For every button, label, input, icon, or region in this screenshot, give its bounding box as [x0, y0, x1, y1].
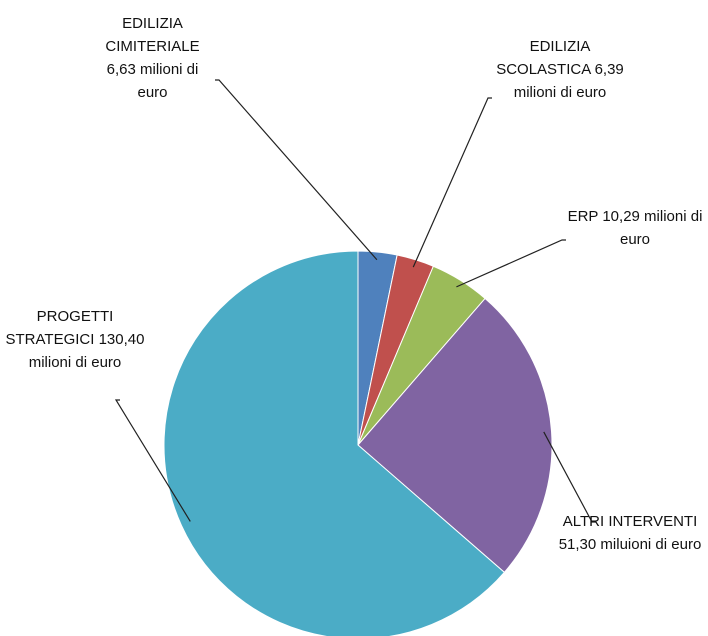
category-label: PROGETTI STRATEGICI: [5, 308, 114, 348]
data-label: ERP 10,29 milioni di euro: [560, 205, 708, 251]
leader-line: [215, 79, 378, 261]
value-label: 10,29 milioni di euro: [602, 208, 703, 248]
data-label: EDILIZIA CIMITERIALE 6,63 milioni di eur…: [90, 12, 215, 104]
value-label: 130,40 milioni di euro: [28, 331, 145, 371]
category-label: EDILIZIA SCOLASTICA: [496, 38, 591, 78]
value-label: 6,63 milioni di euro: [106, 61, 199, 101]
value-label: 6,39 milioni di euro: [513, 61, 624, 101]
leader-line: [543, 431, 596, 523]
category-label: ERP: [567, 208, 599, 225]
value-label: 51,30 miluioni di euro: [558, 536, 702, 553]
leader-line: [412, 97, 492, 268]
data-label: ALTRI INTERVENTI 51,30 miluioni di euro: [555, 510, 705, 556]
leader-line: [114, 399, 191, 522]
pie-slice: [357, 297, 553, 574]
category-label: EDILIZIA CIMITERIALE: [105, 15, 200, 55]
data-label: EDILIZIA SCOLASTICA 6,39 milioni di euro: [495, 35, 625, 104]
leader-line: [456, 239, 566, 288]
data-label: PROGETTI STRATEGICI 130,40 milioni di eu…: [5, 305, 145, 374]
category-label: ALTRI INTERVENTI: [562, 513, 698, 530]
pie-slice: [163, 250, 506, 636]
